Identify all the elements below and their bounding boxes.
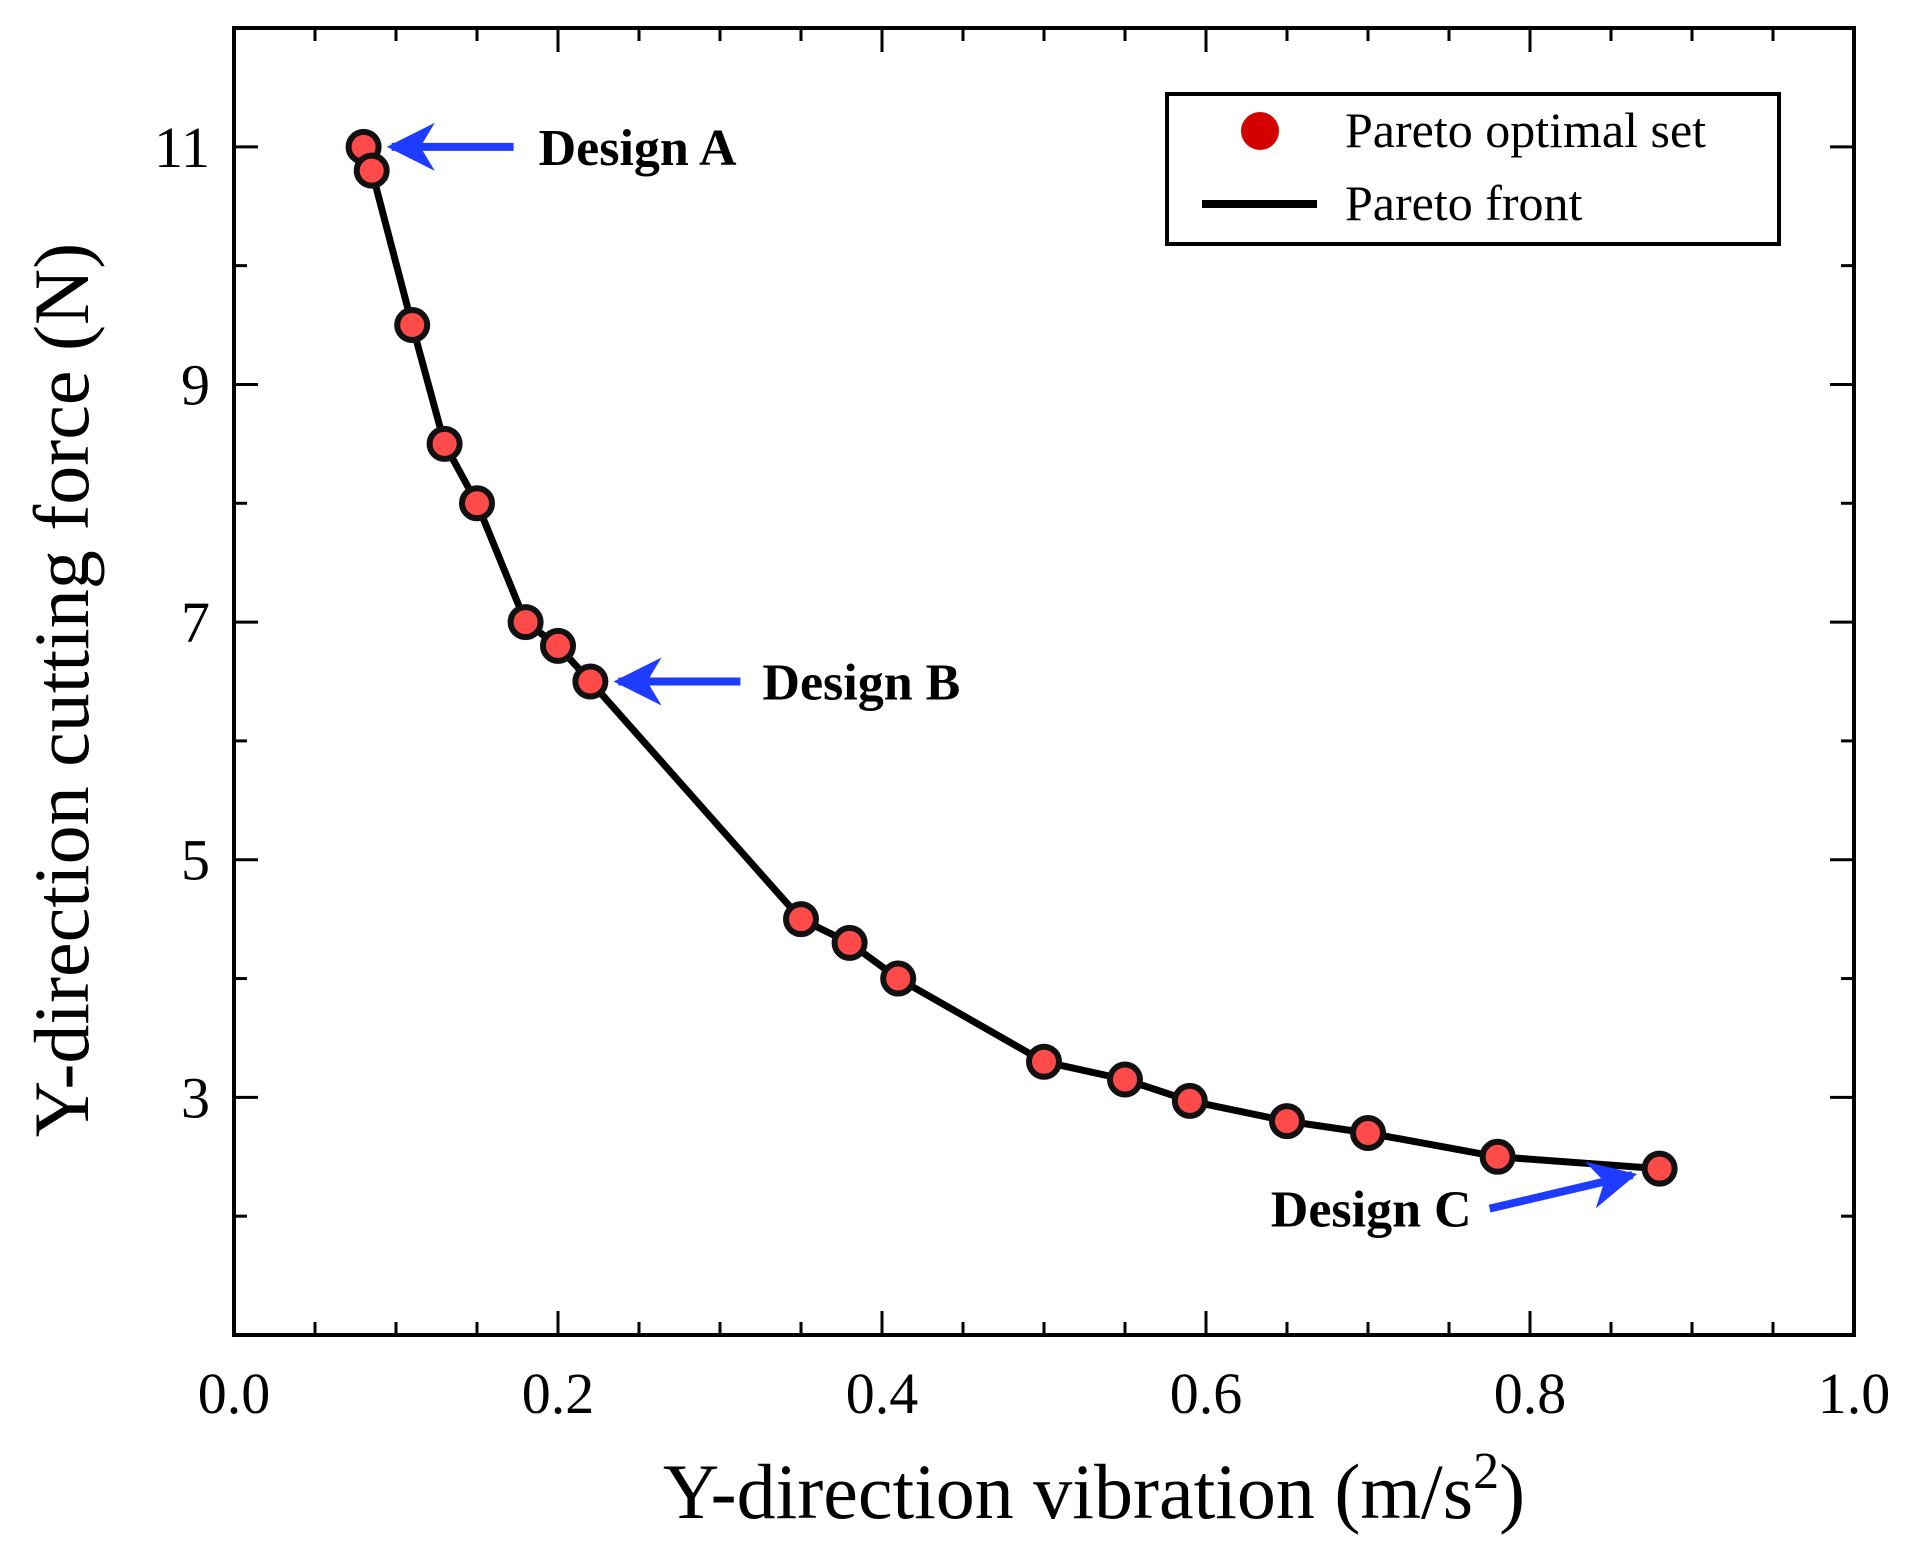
- x-tick-label: 1.0: [1818, 1361, 1891, 1426]
- pareto-point: [1171, 1082, 1208, 1119]
- pareto-point: [1350, 1115, 1386, 1152]
- pareto-point: [507, 604, 544, 641]
- annotations: Design A Design B Design C: [386, 120, 1638, 1239]
- pareto-point: [783, 901, 819, 938]
- pareto-point: [1269, 1103, 1305, 1140]
- x-tick-label: 0.0: [198, 1361, 271, 1426]
- legend-marker-icon: [1241, 112, 1279, 150]
- y-tick-label: 5: [181, 828, 210, 893]
- x-tick-label: 0.2: [522, 1361, 595, 1426]
- annotation-label: Design A: [539, 120, 737, 177]
- pareto-point: [572, 663, 609, 700]
- pareto-point: [1479, 1138, 1516, 1175]
- y-tick-label: 11: [154, 115, 210, 180]
- pareto-point: [831, 924, 868, 961]
- pareto-point: [394, 307, 431, 344]
- y-tick-label: 9: [181, 352, 210, 417]
- annotation-label: Design C: [1271, 1182, 1472, 1239]
- y-tick-label: 7: [181, 590, 210, 655]
- pareto-point: [1026, 1043, 1062, 1080]
- y-tick-label: 3: [181, 1065, 210, 1130]
- legend-label-pareto-front: Pareto front: [1345, 175, 1583, 231]
- annotation-label: Design B: [762, 655, 960, 712]
- axis-titles: Y-direction vibration (m/s2) Y-direction…: [18, 243, 1525, 1535]
- pareto-point: [1641, 1150, 1678, 1187]
- axis-ticks: 0.0 0.2 0.4 0.6 0.8 1.0 3 5 7 9 11: [154, 28, 1890, 1426]
- x-tick-label: 0.4: [846, 1361, 919, 1426]
- data-series: [345, 128, 1678, 1187]
- x-tick-label: 0.6: [1170, 1361, 1243, 1426]
- x-axis-title: Y-direction vibration (m/s2): [663, 1443, 1525, 1535]
- legend-label-pareto-set: Pareto optimal set: [1345, 102, 1706, 158]
- y-axis-title: Y-direction cutting force (N): [18, 243, 105, 1138]
- pareto-point: [426, 425, 463, 462]
- pareto-point: [1107, 1061, 1143, 1098]
- pareto-point: [540, 627, 576, 664]
- pareto-point: [353, 152, 390, 189]
- pareto-point: [459, 485, 495, 522]
- annotation-arrow: [1488, 1161, 1638, 1213]
- legend: Pareto optimal set Pareto front: [1165, 92, 1781, 246]
- x-tick-label: 0.8: [1494, 1361, 1567, 1426]
- pareto-point: [880, 960, 917, 997]
